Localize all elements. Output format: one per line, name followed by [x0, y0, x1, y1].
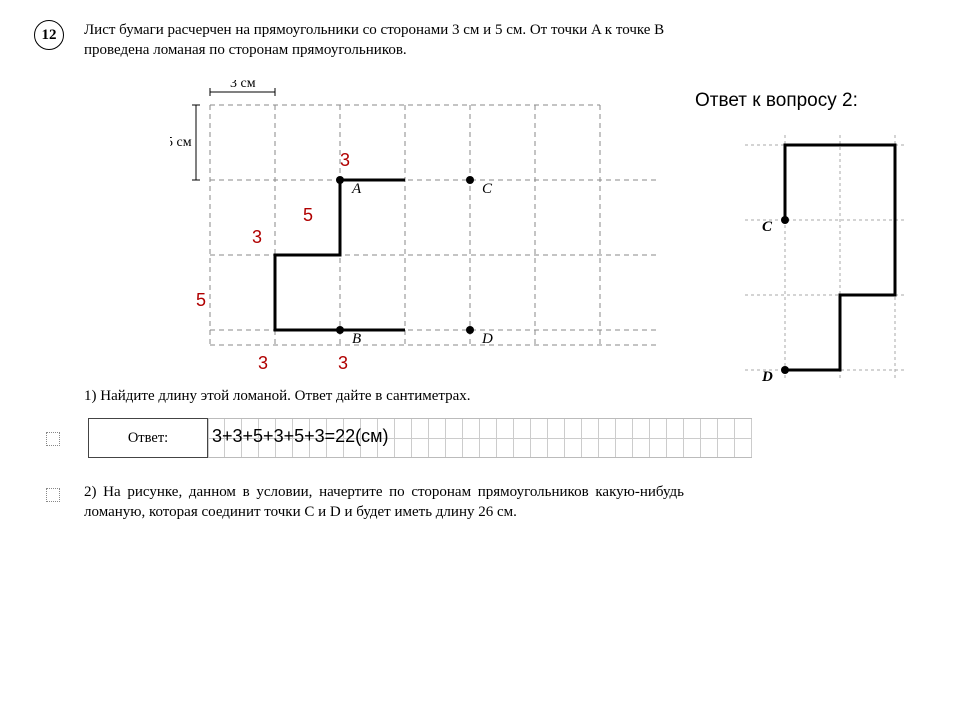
grid-cell: [718, 419, 735, 457]
label-c-small: C: [762, 219, 773, 235]
left-dim-label: 5 см: [170, 135, 192, 150]
question-number-badge: 12: [34, 20, 64, 50]
grid-cell: [667, 419, 684, 457]
answer2-diagram: C D: [740, 135, 940, 385]
grid-cell: [446, 419, 463, 457]
label-b: B: [352, 331, 361, 347]
grid-cell: [395, 419, 412, 457]
label-a: A: [351, 181, 362, 197]
grid-cell: [463, 419, 480, 457]
grid-cell: [480, 419, 497, 457]
grid-cell: [497, 419, 514, 457]
red-annot-4: 5: [196, 290, 206, 311]
main-grid-diagram: 3 см 5 см A C B D: [170, 80, 670, 380]
point-b: [336, 326, 344, 334]
grid-cell: [582, 419, 599, 457]
problem-statement: Лист бумаги расчерчен на прямоугольники …: [84, 20, 674, 61]
answer-value: 3+3+5+3+5+3=22(см): [212, 426, 389, 447]
red-annot-3: 3: [252, 227, 262, 248]
question-2-text: 2) На рисунке, данном в условии, начерти…: [84, 482, 684, 523]
point-c-small: [781, 216, 789, 224]
red-annot-5: 3: [258, 353, 268, 374]
grid-cell: [684, 419, 701, 457]
red-annot-2: 5: [303, 205, 313, 226]
grid-cell: [633, 419, 650, 457]
answer2-header: Ответ к вопросу 2:: [695, 90, 858, 112]
answer-row: Ответ:: [30, 418, 752, 458]
grid-cell: [531, 419, 548, 457]
grid-cell: [514, 419, 531, 457]
grid-cell: [565, 419, 582, 457]
question-1-text: 1) Найдите длину этой ломаной. Ответ дай…: [84, 388, 471, 405]
red-annot-1: 3: [340, 150, 350, 171]
grid-cell: [701, 419, 718, 457]
point-d-small: [781, 366, 789, 374]
point-d: [466, 326, 474, 334]
top-dim-label: 3 см: [230, 80, 256, 91]
q2-checkbox-icon: [46, 488, 60, 502]
grid-cell: [548, 419, 565, 457]
grid-cell: [429, 419, 446, 457]
answer-label: Ответ:: [88, 418, 208, 458]
grid-cell: [735, 419, 752, 457]
grid-cell: [616, 419, 633, 457]
point-c: [466, 176, 474, 184]
label-c: C: [482, 181, 493, 197]
point-a: [336, 176, 344, 184]
grid-cell: [599, 419, 616, 457]
label-d-small: D: [761, 369, 773, 385]
question-number: 12: [42, 27, 57, 44]
grid-cell: [412, 419, 429, 457]
label-d: D: [481, 331, 493, 347]
red-annot-6: 3: [338, 353, 348, 374]
grid-cell: [650, 419, 667, 457]
